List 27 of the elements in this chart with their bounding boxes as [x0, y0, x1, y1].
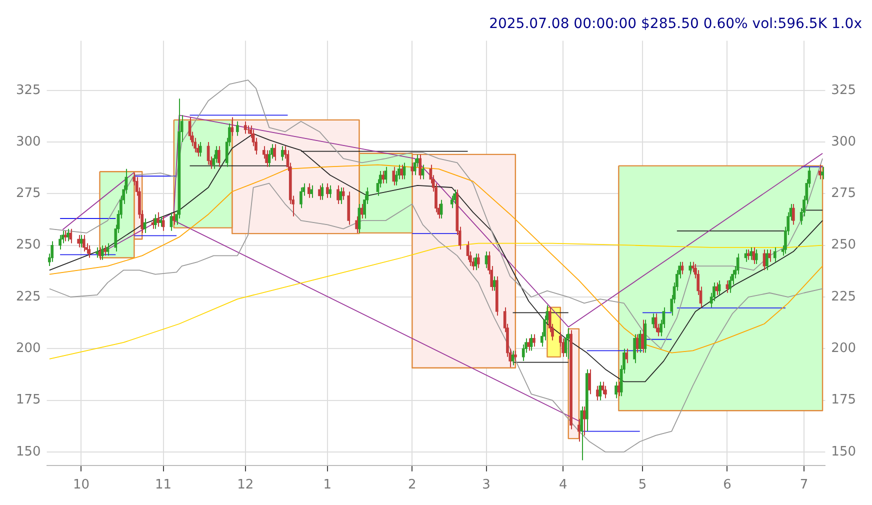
x-tick-label: 6 — [723, 478, 732, 493]
y-tick-label: 325 — [16, 82, 41, 98]
x-tick-label: 1 — [323, 478, 332, 493]
x-tick-label: 11 — [155, 478, 172, 493]
y-tick-label: 200 — [16, 341, 41, 356]
x-tick-label: 5 — [638, 478, 647, 493]
y-tick-label: 175 — [16, 392, 41, 408]
y2-tick-label: 150 — [831, 444, 856, 460]
y2-tick-label: 175 — [831, 392, 856, 408]
y2-tick-label: 200 — [831, 341, 856, 356]
y2-tick-label: 325 — [831, 82, 856, 98]
x-tick-label: 10 — [72, 478, 90, 493]
chart-title: 2025.07.08 00:00:00 $285.50 0.60% vol:596.5K 1.0x — [489, 16, 862, 32]
x-tick-label: 3 — [482, 478, 490, 493]
y-tick-label: 275 — [16, 186, 41, 202]
y-tick-label: 225 — [16, 289, 41, 304]
y-tick-label: 300 — [16, 134, 41, 150]
x-tick-label: 4 — [558, 478, 568, 493]
y2-tick-label: 300 — [831, 134, 856, 150]
x-tick-label: 2 — [408, 478, 416, 493]
x-tick-label: 7 — [800, 478, 808, 493]
y-tick-label: 250 — [16, 238, 41, 253]
y-tick-label: 150 — [16, 444, 41, 460]
x-tick-label: 12 — [237, 478, 254, 493]
y2-tick-label: 225 — [831, 289, 856, 304]
y2-tick-label: 250 — [831, 238, 856, 253]
y2-tick-label: 275 — [831, 186, 856, 202]
